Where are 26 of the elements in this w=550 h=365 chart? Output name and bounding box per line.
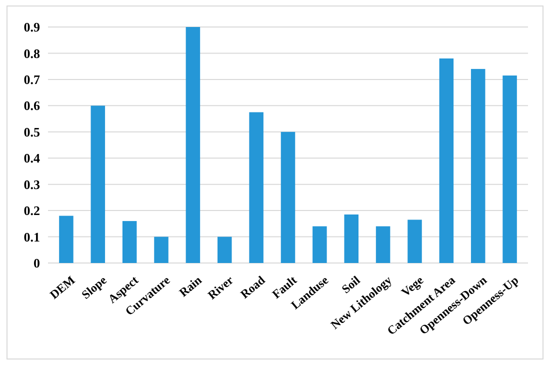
y-tick-label: 0 xyxy=(34,256,40,271)
bar xyxy=(312,226,327,263)
bar xyxy=(59,216,74,263)
y-tick-label: 0.8 xyxy=(24,46,40,61)
y-tick-label: 0.4 xyxy=(24,150,40,166)
bar xyxy=(90,106,106,263)
bar xyxy=(344,214,358,263)
y-tick-label: 0.3 xyxy=(24,176,40,192)
bar xyxy=(218,236,232,263)
bar xyxy=(186,27,200,263)
x-tick-label: Rain xyxy=(176,272,205,300)
y-tick-label: 0.5 xyxy=(24,124,40,140)
bar xyxy=(376,226,390,263)
bar xyxy=(122,221,137,263)
bar xyxy=(280,132,296,263)
bar xyxy=(439,58,454,263)
y-tick-label: 0.1 xyxy=(24,229,40,244)
y-tick-label: 0.7 xyxy=(24,72,40,87)
bar xyxy=(408,220,422,263)
y-tick-label: 0.6 xyxy=(24,98,40,114)
bar xyxy=(249,112,264,263)
y-tick-label: 0.9 xyxy=(24,20,40,35)
bar xyxy=(470,68,486,263)
bar xyxy=(154,236,168,263)
bar xyxy=(502,76,517,263)
y-tick-label: 0.2 xyxy=(24,203,40,218)
